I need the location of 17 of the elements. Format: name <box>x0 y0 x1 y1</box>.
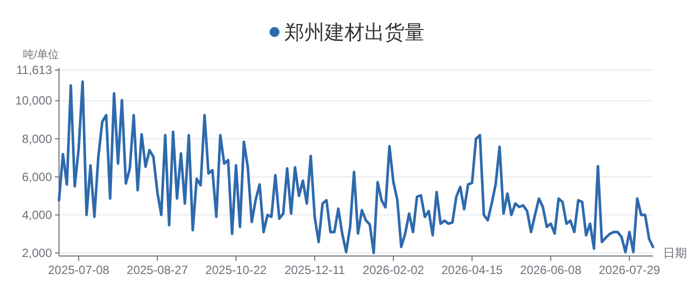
x-tick-label: 2025-12-11 <box>284 263 346 277</box>
y-tick-label: 10,000 <box>15 94 52 108</box>
x-tick-label: 2026-06-08 <box>520 263 582 277</box>
x-axis-title: 日期 <box>663 246 687 260</box>
x-tick-label: 2025-08-27 <box>126 263 188 277</box>
x-tick-label: 2026-02-02 <box>362 263 424 277</box>
x-tick-label: 2026-07-29 <box>598 263 660 277</box>
y-tick-label: 2,000 <box>22 246 52 260</box>
y-tick-label: 4,000 <box>22 208 52 222</box>
y-tick-label: 8,000 <box>22 132 52 146</box>
x-tick-label: 2025-07-08 <box>48 263 110 277</box>
y-tick-label: 6,000 <box>22 170 52 184</box>
x-tick-label: 2025-10-22 <box>205 263 268 277</box>
y-tick-label: 11,613 <box>16 63 52 77</box>
legend-label: 郑州建材出货量 <box>284 22 424 44</box>
x-tick-label: 2026-04-15 <box>441 263 504 277</box>
y-axis-title: 吨/单位 <box>22 48 60 61</box>
